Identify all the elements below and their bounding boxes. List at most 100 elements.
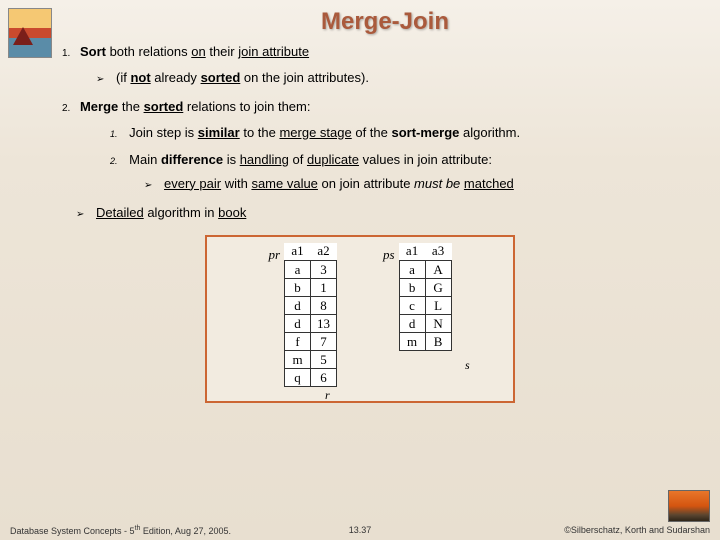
text-bold: difference bbox=[161, 152, 223, 167]
table-row: bG bbox=[399, 279, 451, 297]
slide-title: Merge-Join bbox=[62, 8, 708, 36]
footer: Database System Concepts - 5th Edition, … bbox=[0, 525, 720, 536]
list-item-2: 2. Merge the sorted relations to join th… bbox=[62, 97, 708, 193]
text: on the join attributes). bbox=[240, 70, 369, 85]
text: both relations bbox=[106, 44, 191, 59]
text: Edition, Aug 27, 2005. bbox=[140, 526, 231, 536]
merge-join-diagram: pr a1a2a3b1d8d13f7m5q6 ps a1a3aAbGcLdNmB… bbox=[205, 235, 515, 404]
table-row: d13 bbox=[285, 315, 337, 333]
sunset-logo-icon bbox=[668, 490, 710, 522]
table-row: cL bbox=[399, 297, 451, 315]
text: Database System Concepts - 5 bbox=[10, 526, 135, 536]
text: values in join attribute: bbox=[359, 152, 492, 167]
text-bold-underline: sorted bbox=[144, 99, 184, 114]
slide-container: Merge-Join 1. Sort both relations on the… bbox=[0, 0, 720, 540]
table-cell: 5 bbox=[311, 351, 337, 369]
text-underline: every pair bbox=[164, 176, 221, 191]
text-underline: same value bbox=[251, 176, 317, 191]
table-cell: q bbox=[285, 369, 311, 387]
table-cell: 8 bbox=[311, 297, 337, 315]
table-row: a3 bbox=[285, 261, 337, 279]
table-header: a3 bbox=[425, 243, 451, 261]
text: is bbox=[223, 152, 240, 167]
text-underline: duplicate bbox=[307, 152, 359, 167]
table-cell: B bbox=[425, 333, 451, 351]
table-header: a1 bbox=[285, 243, 311, 261]
item-number: 2. bbox=[62, 103, 70, 114]
arrow-bullet-icon: ➢ bbox=[144, 180, 152, 191]
footer-page-number: 13.37 bbox=[349, 525, 372, 535]
main-list: 1. Sort both relations on their join att… bbox=[62, 42, 708, 193]
table-header: a1 bbox=[399, 243, 425, 261]
arrow-bullet-icon: ➢ bbox=[76, 209, 84, 220]
table-cell: 3 bbox=[311, 261, 337, 279]
text-bold: Sort bbox=[80, 44, 106, 59]
text: to the bbox=[240, 125, 280, 140]
item-number: 1. bbox=[110, 129, 118, 139]
table-cell: 1 bbox=[311, 279, 337, 297]
text-underline: matched bbox=[464, 176, 514, 191]
table-cell: c bbox=[399, 297, 425, 315]
table-cell: N bbox=[425, 315, 451, 333]
text: relations to join them: bbox=[183, 99, 310, 114]
table-cell: d bbox=[285, 315, 311, 333]
table-r: a1a2a3b1d8d13f7m5q6 bbox=[284, 243, 337, 388]
table-row: dN bbox=[399, 315, 451, 333]
table-cell: G bbox=[425, 279, 451, 297]
label-r: r bbox=[325, 388, 330, 403]
table-row: q6 bbox=[285, 369, 337, 387]
sub-bullet: ➢ (if not already sorted on the join att… bbox=[96, 68, 708, 88]
list-item-1: 1. Sort both relations on their join att… bbox=[62, 42, 708, 87]
item-number: 1. bbox=[62, 48, 70, 59]
table-cell: L bbox=[425, 297, 451, 315]
table-s: a1a3aAbGcLdNmB bbox=[399, 243, 452, 352]
table-cell: a bbox=[285, 261, 311, 279]
text: on join attribute bbox=[318, 176, 414, 191]
text-underline: Detailed bbox=[96, 205, 144, 220]
relation-s-group: ps a1a3aAbGcLdNmB bbox=[383, 243, 452, 388]
text-bold-underline: sorted bbox=[201, 70, 241, 85]
item-number: 2. bbox=[110, 156, 118, 166]
relation-r-group: pr a1a2a3b1d8d13f7m5q6 bbox=[268, 243, 337, 388]
arrow-bullet-icon: ➢ bbox=[96, 74, 104, 85]
table-cell: A bbox=[425, 261, 451, 279]
table-cell: d bbox=[285, 297, 311, 315]
text: of the bbox=[352, 125, 392, 140]
slide-content: 1. Sort both relations on their join att… bbox=[62, 42, 708, 223]
table-row: b1 bbox=[285, 279, 337, 297]
text: Main bbox=[129, 152, 161, 167]
sailboat-logo-icon bbox=[8, 8, 52, 58]
label-ps: ps bbox=[383, 243, 395, 263]
table-row: mB bbox=[399, 333, 451, 351]
text: algorithm. bbox=[459, 125, 520, 140]
table-cell: d bbox=[399, 315, 425, 333]
table-row: m5 bbox=[285, 351, 337, 369]
table-cell: f bbox=[285, 333, 311, 351]
text: with bbox=[221, 176, 251, 191]
table-cell: a bbox=[399, 261, 425, 279]
table-cell: 13 bbox=[311, 315, 337, 333]
table-row: d8 bbox=[285, 297, 337, 315]
text-underline: join attribute bbox=[238, 44, 309, 59]
table-cell: m bbox=[399, 333, 425, 351]
text-underline: on bbox=[191, 44, 205, 59]
table-cell: b bbox=[399, 279, 425, 297]
text: already bbox=[151, 70, 201, 85]
text-bold: sort-merge bbox=[391, 125, 459, 140]
text: algorithm in bbox=[144, 205, 218, 220]
table-row: f7 bbox=[285, 333, 337, 351]
text: the bbox=[118, 99, 143, 114]
sub-list-item-1: 1. Join step is similar to the merge sta… bbox=[110, 123, 708, 143]
table-cell: 6 bbox=[311, 369, 337, 387]
text: (if bbox=[116, 70, 130, 85]
sub-sub-bullet: ➢ every pair with same value on join att… bbox=[144, 174, 708, 194]
text-bold-underline: similar bbox=[198, 125, 240, 140]
table-cell: b bbox=[285, 279, 311, 297]
detail-line: ➢ Detailed algorithm in book bbox=[76, 203, 708, 223]
text-underline: handling bbox=[240, 152, 289, 167]
text-italic: must be bbox=[414, 176, 460, 191]
text-underline: book bbox=[218, 205, 246, 220]
text-bold: Merge bbox=[80, 99, 118, 114]
text-bold-underline: not bbox=[130, 70, 150, 85]
label-pr: pr bbox=[268, 243, 280, 263]
